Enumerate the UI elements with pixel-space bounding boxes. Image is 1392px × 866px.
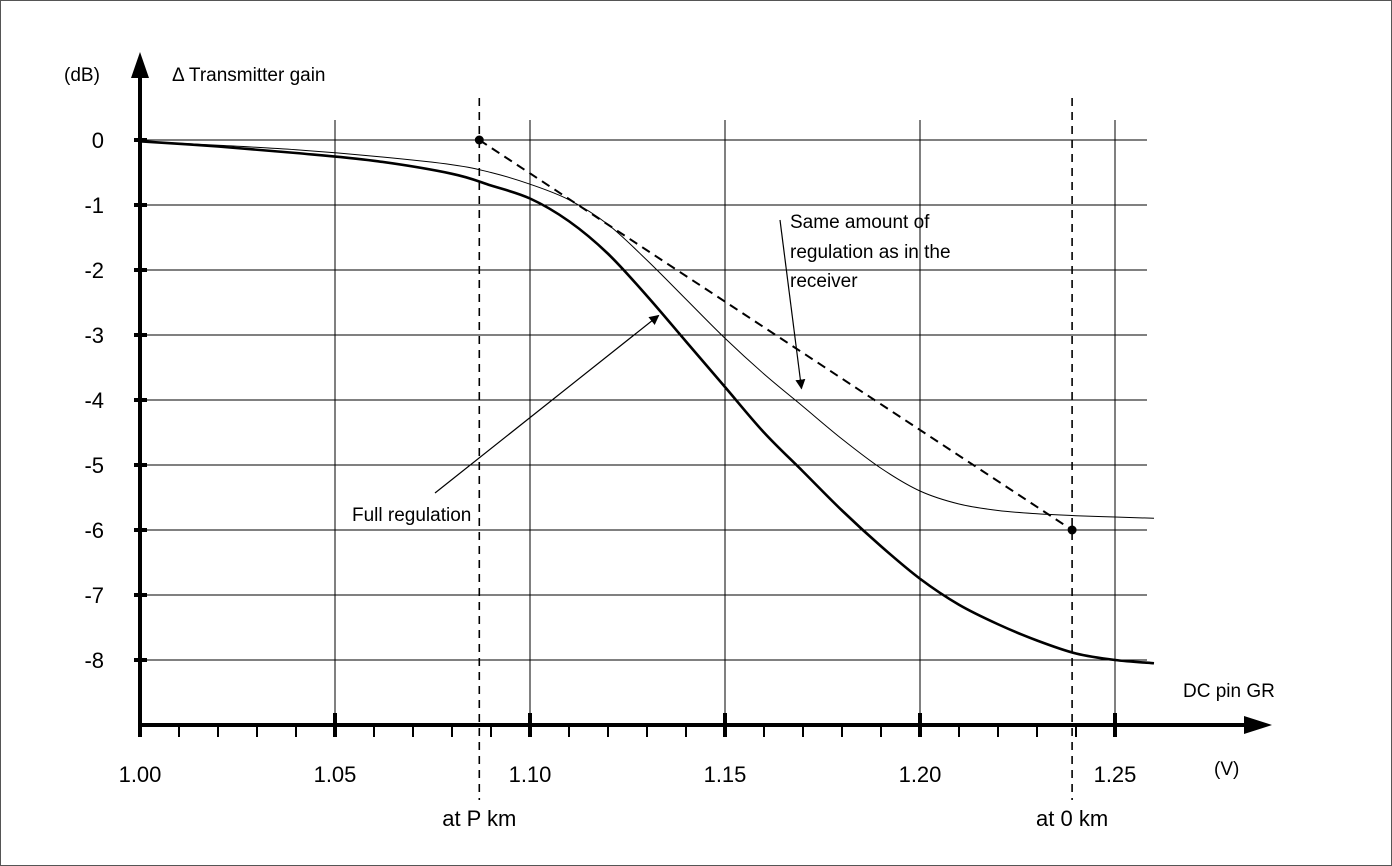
annotation-text-line: regulation as in the [790, 242, 951, 263]
y-tick-label: -4 [84, 388, 104, 413]
y-tick-label: -5 [84, 453, 104, 478]
y-tick-label: -6 [84, 518, 104, 543]
y-tick-label: 0 [92, 128, 104, 153]
annotation-text-line: Same amount of [790, 212, 930, 233]
x-tick-label: 1.25 [1094, 762, 1137, 787]
x-tick-label: 1.15 [704, 762, 747, 787]
series-line-thick [139, 140, 1155, 665]
data-marker [1067, 525, 1077, 535]
y-tick-label: -2 [84, 258, 104, 283]
y-axis-label: Δ Transmitter gain [172, 65, 325, 86]
label-group: 0 -1 -2 -3 -4 -5 -6 -7 -8 1.00 1.05 1.10 1.15 1.20 1.2… [84, 128, 1136, 831]
y-tick-label: -1 [84, 193, 104, 218]
x-tick-label: 1.10 [509, 762, 552, 787]
x-axis-unit: (V) [1214, 759, 1239, 780]
x-tick-label: 1.20 [899, 762, 942, 787]
grid-lines [140, 120, 1147, 725]
x-axis-arrow [1244, 716, 1272, 734]
vertical-line-label: at P km [442, 806, 516, 831]
x-tick-label: 1.05 [314, 762, 357, 787]
annotation-text-line: receiver [790, 271, 858, 292]
y-tick-label: -7 [84, 583, 104, 608]
y-axis-unit: (dB) [64, 65, 100, 86]
annotation-arrow [779, 219, 806, 390]
x-axis-label: DC pin GR [1183, 681, 1275, 702]
y-tick-label: -3 [84, 323, 104, 348]
annotation-arrow [434, 314, 660, 494]
series-group [139, 98, 1155, 800]
vertical-line-label: at 0 km [1036, 806, 1108, 831]
series-line-thin [139, 140, 1155, 519]
series-line-dashed [478, 139, 1073, 531]
y-axis-arrow [131, 52, 149, 78]
x-tick-label: 1.00 [119, 762, 162, 787]
data-marker [474, 135, 484, 145]
y-tick-label: -8 [84, 648, 104, 673]
annotation-text-line: Full regulation [352, 505, 471, 526]
axes [131, 52, 1272, 737]
